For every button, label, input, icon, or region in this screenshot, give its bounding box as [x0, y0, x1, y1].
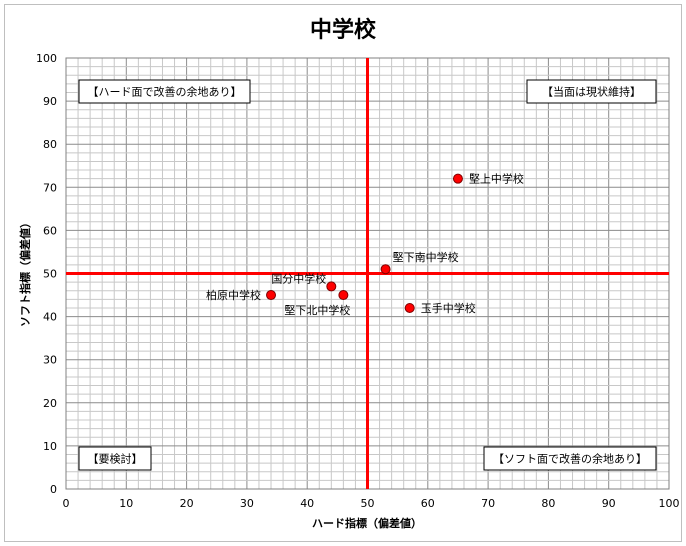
quadrant-label-bottom-right: 【ソフト面で改善の余地あり】	[493, 452, 647, 466]
y-tick-label: 20	[43, 397, 57, 410]
y-tick-label: 0	[50, 483, 57, 496]
y-tick-label: 40	[43, 311, 57, 324]
x-tick-label: 90	[602, 497, 616, 510]
y-tick-label: 80	[43, 138, 57, 151]
x-tick-label: 30	[240, 497, 254, 510]
x-tick-label: 10	[119, 497, 133, 510]
quadrant-label-top-right: 【当面は現状維持】	[542, 85, 641, 99]
data-point	[338, 290, 349, 301]
x-tick-label: 20	[180, 497, 194, 510]
quadrant-box-bottom-right	[483, 446, 657, 471]
data-point-label: 玉手中学校	[421, 301, 476, 315]
y-tick-labels: 0 10 20 30 40 50 60 70 80 90 100	[36, 52, 57, 496]
x-axis-title: ハード指標（偏差値）	[312, 516, 422, 530]
x-tick-label: 60	[421, 497, 435, 510]
quadrant-label-top-left: 【ハード面で改善の余地あり】	[88, 85, 242, 99]
x-tick-label: 50	[361, 497, 375, 510]
x-tick-label: 40	[300, 497, 314, 510]
quadrant-box-bottom-left	[78, 446, 152, 471]
quadrant-box-top-right	[526, 79, 657, 104]
x-tick-label: 0	[63, 497, 70, 510]
reference-lines	[66, 58, 669, 489]
quadrant-label-bottom-left: 【要検討】	[88, 452, 143, 466]
y-tick-label: 70	[43, 181, 57, 194]
data-point-label: 堅下北中学校	[284, 303, 350, 317]
quadrant-labels: 【ハード面で改善の余地あり】 【当面は現状維持】 【要検討】 【ソフト面で改善の…	[78, 79, 657, 471]
data-point-label: 堅上中学校	[469, 172, 524, 186]
data-point	[326, 281, 337, 292]
y-tick-label: 60	[43, 224, 57, 237]
data-point	[266, 290, 277, 301]
y-tick-label: 90	[43, 95, 57, 108]
data-point	[380, 264, 391, 275]
data-point-label: 国分中学校	[271, 271, 326, 285]
data-point-label: 柏原中学校	[206, 288, 261, 302]
y-tick-label: 10	[43, 440, 57, 453]
quadrant-box-top-left	[78, 79, 251, 104]
y-tick-label: 50	[43, 268, 57, 281]
data-points	[266, 173, 463, 313]
y-axis-title: ソフト指標（偏差値）	[18, 217, 32, 327]
x-tick-label: 80	[541, 497, 555, 510]
y-tick-label: 100	[36, 52, 57, 65]
chart-title: 中学校	[310, 17, 377, 43]
x-tick-labels: 0 10 20 30 40 50 60 70 80 90 100	[63, 497, 680, 510]
x-tick-label: 100	[659, 497, 680, 510]
x-tick-label: 70	[481, 497, 495, 510]
y-tick-label: 30	[43, 354, 57, 367]
data-point-label: 堅下南中学校	[393, 250, 459, 264]
data-point	[452, 173, 463, 184]
data-point	[404, 302, 415, 313]
